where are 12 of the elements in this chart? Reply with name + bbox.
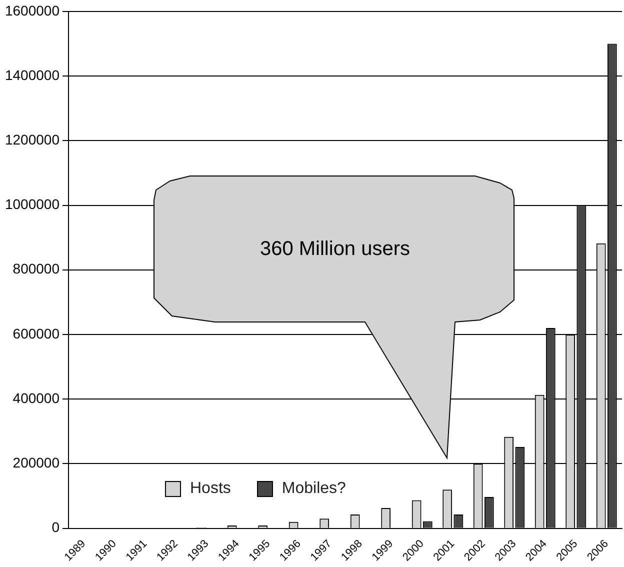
y-tick-label: 1000000 [4,196,60,212]
y-tick-label: 1400000 [4,66,60,83]
legend-label: Hosts [190,480,231,498]
y-tick-label: 1600000 [4,2,60,18]
annotation: 360 Million users [258,238,412,261]
y-tick-label: 1200000 [4,132,60,148]
y-tick-label: 0 [52,519,60,536]
y-tick-label: 400000 [12,390,60,406]
y-tick-label: 600000 [12,325,60,342]
legend-label: Mobiles? [282,480,346,498]
y-tick-label: 800000 [12,260,60,277]
y-tick-label: 200000 [12,454,60,471]
